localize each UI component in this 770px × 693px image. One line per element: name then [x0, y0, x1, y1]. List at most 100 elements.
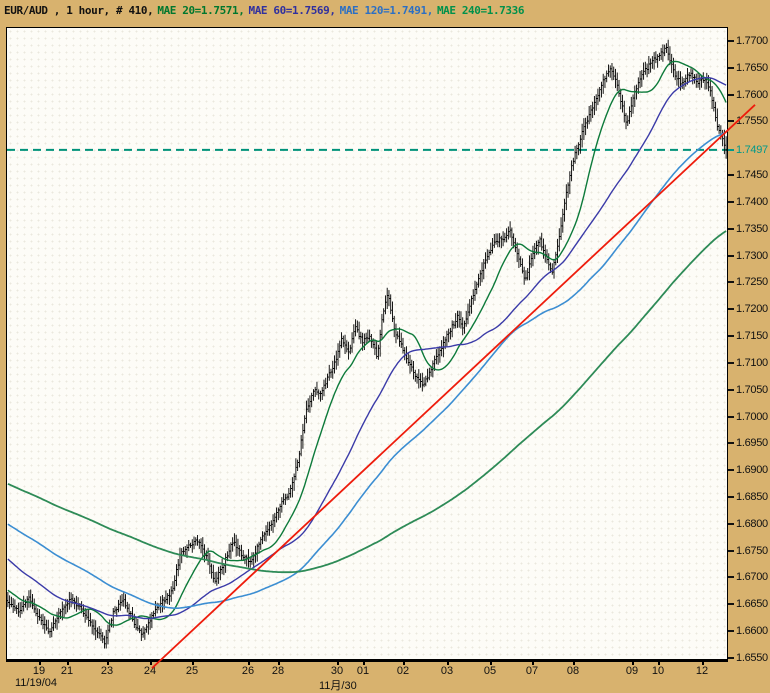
y-axis-label: 1.6850	[736, 491, 768, 503]
y-axis-tick	[727, 255, 734, 257]
y-axis-tick	[727, 362, 734, 364]
x-axis-tick	[278, 661, 280, 665]
y-axis-tick	[727, 389, 734, 391]
y-axis-label: 1.7450	[736, 169, 768, 181]
x-axis-label: 23	[100, 665, 114, 677]
x-axis-tick	[337, 661, 339, 665]
y-axis-label: 1.7700	[736, 35, 768, 47]
y-axis-tick	[727, 416, 734, 418]
y-axis-label: 1.6800	[736, 518, 768, 530]
trend-line[interactable]	[151, 104, 756, 669]
y-axis-tick	[727, 603, 734, 605]
y-axis-label: 1.7497	[736, 144, 768, 156]
x-axis-tick	[702, 661, 704, 665]
y-axis-label: 1.7150	[736, 330, 768, 342]
x-axis-tick	[447, 661, 449, 665]
x-axis-tick	[403, 661, 405, 665]
y-axis-tick	[727, 496, 734, 498]
x-axis-tick	[248, 661, 250, 665]
y-axis-label: 1.7250	[736, 276, 768, 288]
ma-label-240: MAE 240=1.7336	[436, 4, 525, 17]
y-axis-tick	[727, 469, 734, 471]
y-axis-label: 1.7100	[736, 357, 768, 369]
x-axis-label: 12	[695, 665, 709, 677]
y-axis-label: 1.7350	[736, 223, 768, 235]
x-axis-label: 25	[185, 665, 199, 677]
x-axis-label: 07	[525, 665, 539, 677]
x-axis-label: 01	[356, 665, 370, 677]
y-axis-label: 1.6600	[736, 625, 768, 637]
candlesticks	[6, 39, 728, 649]
x-axis-label: 26	[241, 665, 255, 677]
x-axis-label: 09	[625, 665, 639, 677]
x-axis-tick	[363, 661, 365, 665]
y-axis-tick	[727, 40, 734, 42]
y-axis-label: 1.6700	[736, 571, 768, 583]
x-axis-label: 30	[330, 665, 344, 677]
x-axis-date-label: 11月/30	[319, 680, 357, 692]
x-axis-tick	[658, 661, 660, 665]
y-axis-tick	[727, 67, 734, 69]
y-axis-label: 1.7000	[736, 411, 768, 423]
y-axis-label: 1.7050	[736, 384, 768, 396]
price-chart	[6, 39, 756, 669]
x-axis-label: 03	[440, 665, 454, 677]
y-axis-tick	[727, 308, 734, 310]
y-axis-tick	[727, 335, 734, 337]
x-axis-label: 28	[271, 665, 285, 677]
x-axis-tick	[490, 661, 492, 665]
chart-title: EUR/AUD , 1 hour, # 410, MAE 20=1.7571, MA…	[4, 4, 532, 17]
y-axis-tick	[727, 630, 734, 632]
y-axis-label: 1.7550	[736, 115, 768, 127]
y-axis-label: 1.7200	[736, 303, 768, 315]
x-axis-tick	[39, 661, 41, 665]
ma-label-120: MAE 120=1.7491,	[339, 4, 434, 17]
y-axis-tick	[727, 201, 734, 203]
ma-120-line	[7, 131, 727, 610]
y-axis-label: 1.7600	[736, 89, 768, 101]
y-axis-tick	[727, 523, 734, 525]
y-axis-label: 1.6650	[736, 598, 768, 610]
x-axis-tick	[150, 661, 152, 665]
y-axis-label: 1.7400	[736, 196, 768, 208]
ma-20-line	[7, 60, 727, 626]
y-axis-tick	[727, 442, 734, 444]
ma-240-line	[7, 230, 727, 574]
plot-area[interactable]	[6, 27, 756, 669]
y-axis-tick	[727, 550, 734, 552]
ma-label-60: MAE 60=1.7569,	[248, 4, 336, 17]
x-axis-label: 10	[651, 665, 665, 677]
y-axis-tick	[727, 657, 734, 659]
x-axis-tick	[107, 661, 109, 665]
x-axis-tick	[67, 661, 69, 665]
y-axis-label: 1.6900	[736, 464, 768, 476]
instrument-label: EUR/AUD , 1 hour, # 410,	[4, 4, 154, 17]
ma-legend: MAE 20=1.7571, MAE 60=1.7569, MAE 120=1.74…	[157, 4, 528, 17]
x-axis-label: 21	[60, 665, 74, 677]
y-axis-label: 1.6950	[736, 437, 768, 449]
y-axis-tick	[727, 94, 734, 96]
x-axis-tick	[532, 661, 534, 665]
y-axis-label: 1.6750	[736, 545, 768, 557]
y-axis-label: 1.7650	[736, 62, 768, 74]
x-axis-label: 08	[566, 665, 580, 677]
y-axis-tick	[727, 576, 734, 578]
y-axis-label: 1.6550	[736, 652, 768, 664]
ma-label-20: MAE 20=1.7571,	[157, 4, 245, 17]
x-axis-label: 19	[32, 665, 46, 677]
ma-60-line	[7, 76, 727, 620]
x-axis-label: 05	[483, 665, 497, 677]
y-axis-tick	[727, 149, 734, 151]
x-axis-date-label: 11/19/04	[15, 677, 58, 689]
x-axis-tick	[573, 661, 575, 665]
y-axis-tick	[727, 228, 734, 230]
x-axis-tick	[192, 661, 194, 665]
x-axis-label: 02	[396, 665, 410, 677]
y-axis-tick	[727, 281, 734, 283]
x-axis-tick	[632, 661, 634, 665]
y-axis-tick	[727, 120, 734, 122]
y-axis-label: 1.7300	[736, 250, 768, 262]
